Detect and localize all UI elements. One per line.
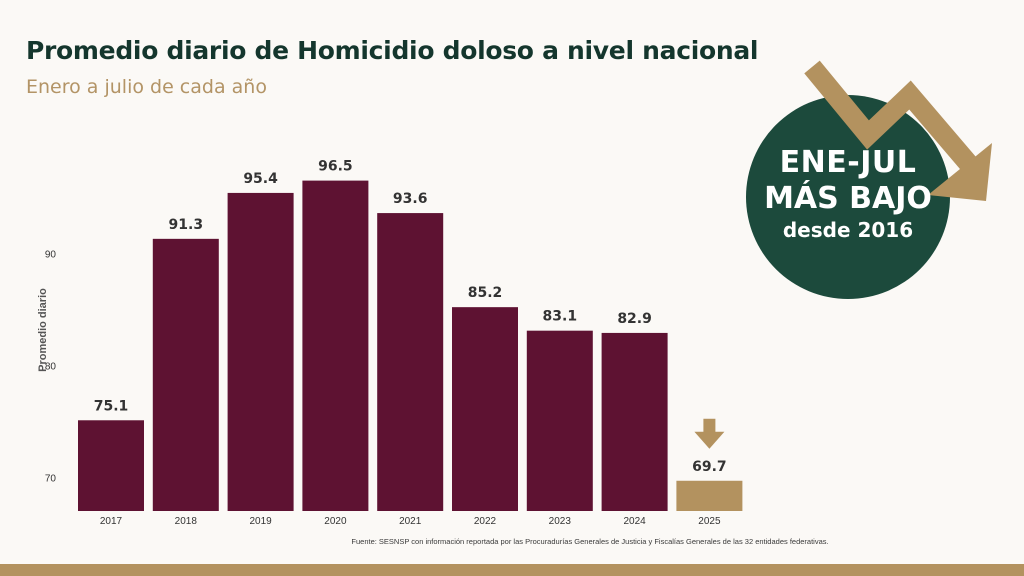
data-label: 69.7 bbox=[692, 459, 727, 475]
bar bbox=[452, 307, 518, 511]
data-label: 96.5 bbox=[318, 159, 353, 175]
x-tick-label: 2024 bbox=[623, 516, 646, 527]
badge-graphic bbox=[746, 60, 992, 299]
data-label: 85.2 bbox=[468, 285, 503, 301]
badge-line-3: desde 2016 bbox=[782, 218, 914, 242]
bar bbox=[152, 238, 219, 511]
data-label: 83.1 bbox=[543, 309, 578, 325]
data-label: 75.1 bbox=[94, 398, 129, 414]
y-tick-label: 70 bbox=[45, 473, 57, 484]
y-axis-label: Promedio diario bbox=[37, 288, 49, 372]
badge: ENE-JUL MÁS BAJO desde 2016 bbox=[730, 55, 1024, 315]
x-tick-label: 2017 bbox=[100, 516, 123, 527]
trend-arrow-head bbox=[928, 143, 992, 201]
source-note: Fuente: SESNSP con información reportada… bbox=[351, 537, 829, 546]
x-tick-label: 2019 bbox=[249, 516, 272, 527]
bar bbox=[377, 213, 444, 511]
data-label: 93.6 bbox=[393, 191, 428, 207]
x-tick-label: 2021 bbox=[399, 516, 422, 527]
badge-text: ENE-JUL MÁS BAJO desde 2016 bbox=[748, 145, 948, 243]
data-label: 82.9 bbox=[617, 311, 652, 327]
x-tick-label: 2022 bbox=[474, 516, 497, 527]
x-tick-label: 2023 bbox=[549, 516, 572, 527]
x-tick-label: 2018 bbox=[175, 516, 198, 527]
page-title: Promedio diario de Homicidio doloso a ni… bbox=[26, 36, 759, 65]
badge-line-1: ENE-JUL bbox=[779, 145, 917, 180]
bar bbox=[601, 332, 668, 511]
bar bbox=[78, 420, 144, 511]
bar bbox=[302, 180, 369, 511]
data-label: 91.3 bbox=[169, 217, 204, 233]
trend-arrow-line bbox=[804, 60, 976, 170]
down-arrow-icon bbox=[694, 431, 725, 449]
y-tick-label: 80 bbox=[45, 361, 57, 372]
badge-line-2: MÁS BAJO bbox=[764, 181, 932, 216]
bar bbox=[526, 330, 593, 511]
bar bbox=[227, 192, 294, 512]
page-subtitle: Enero a julio de cada año bbox=[26, 76, 267, 98]
down-arrow-shaft bbox=[703, 418, 716, 433]
badge-circle bbox=[746, 95, 950, 299]
y-tick-label: 90 bbox=[45, 249, 57, 260]
x-tick-label: 2025 bbox=[698, 516, 721, 527]
bottom-bar bbox=[0, 564, 1024, 576]
bar bbox=[676, 480, 743, 511]
bar-chart: 70 80 90 Promedio diario 75.1 2017 91.3 2018 95.… bbox=[37, 159, 743, 527]
data-label: 95.4 bbox=[243, 171, 278, 187]
x-tick-label: 2020 bbox=[324, 516, 347, 527]
